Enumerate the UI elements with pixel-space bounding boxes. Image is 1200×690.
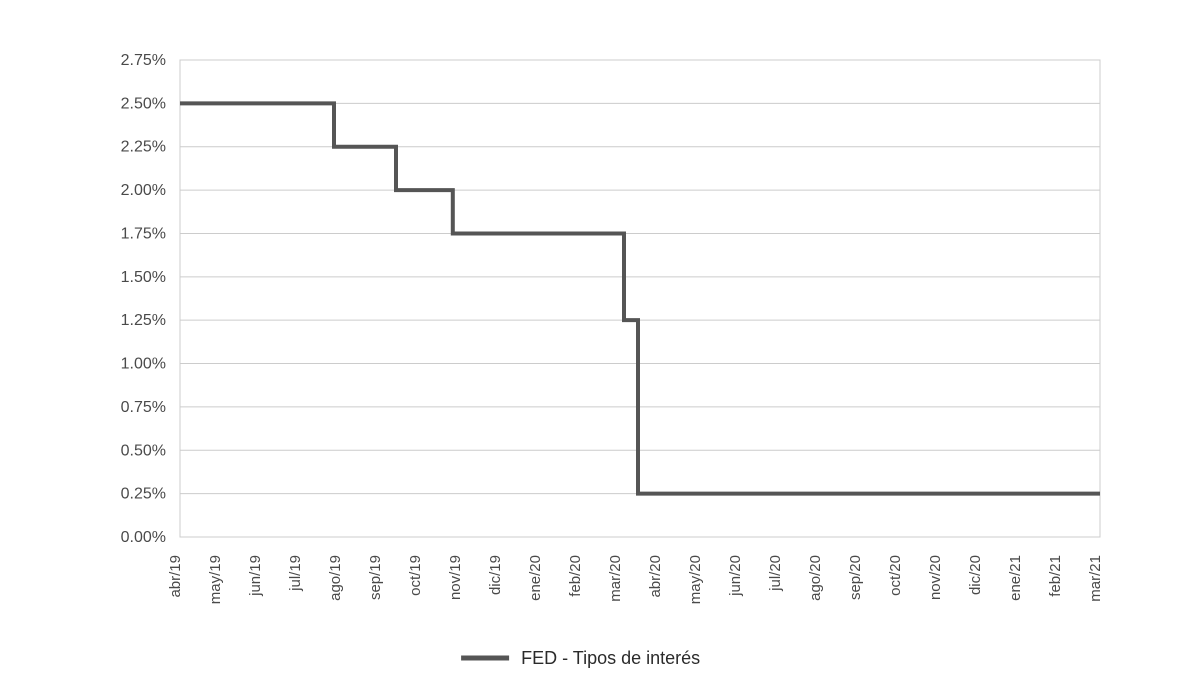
x-tick-label: ene/21: [1007, 555, 1024, 601]
y-tick-label: 2.50%: [121, 95, 166, 112]
y-tick-label: 0.25%: [121, 486, 166, 503]
x-tick-label: jun/20: [727, 555, 744, 597]
y-tick-label: 0.00%: [121, 529, 166, 546]
y-tick-label: 0.75%: [121, 399, 166, 416]
x-tick-label: may/19: [207, 555, 224, 604]
y-tick-label: 2.25%: [121, 139, 166, 156]
x-tick-label: nov/19: [447, 555, 464, 600]
x-tick-label: jul/19: [287, 555, 304, 592]
x-tick-label: may/20: [687, 555, 704, 604]
chart-svg: 0.00% 0.25% 0.50% 0.75% 1.00% 1.25% 1.50% 1.75%…: [0, 0, 1200, 690]
x-tick-label: abr/19: [167, 555, 184, 598]
legend-label: FED - Tipos de interés: [521, 648, 700, 668]
chart-container: 0.00% 0.25% 0.50% 0.75% 1.00% 1.25% 1.50% 1.75%…: [0, 0, 1200, 690]
x-tick-label: feb/20: [567, 555, 584, 597]
x-tick-label: feb/21: [1047, 555, 1064, 597]
x-tick-label: oct/19: [407, 555, 424, 596]
x-tick-label: dic/20: [967, 555, 984, 595]
y-tick-label: 0.50%: [121, 442, 166, 459]
x-tick-label: ago/20: [807, 555, 824, 601]
x-tick-label: jun/19: [247, 555, 264, 597]
y-tick-label: 1.50%: [121, 269, 166, 286]
x-tick-label: sep/20: [847, 555, 864, 600]
y-tick-label: 1.25%: [121, 312, 166, 329]
x-tick-label: ene/20: [527, 555, 544, 601]
x-tick-label: oct/20: [887, 555, 904, 596]
x-tick-label: dic/19: [487, 555, 504, 595]
y-tick-label: 2.75%: [121, 52, 166, 69]
x-tick-label: ago/19: [327, 555, 344, 601]
x-tick-label: mar/20: [607, 555, 624, 602]
y-tick-label: 2.00%: [121, 182, 166, 199]
y-tick-label: 1.75%: [121, 225, 166, 242]
x-tick-label: mar/21: [1087, 555, 1104, 602]
x-tick-label: nov/20: [927, 555, 944, 600]
x-tick-label: sep/19: [367, 555, 384, 600]
y-tick-label: 1.00%: [121, 356, 166, 373]
x-tick-label: jul/20: [767, 555, 784, 592]
x-tick-label: abr/20: [647, 555, 664, 598]
